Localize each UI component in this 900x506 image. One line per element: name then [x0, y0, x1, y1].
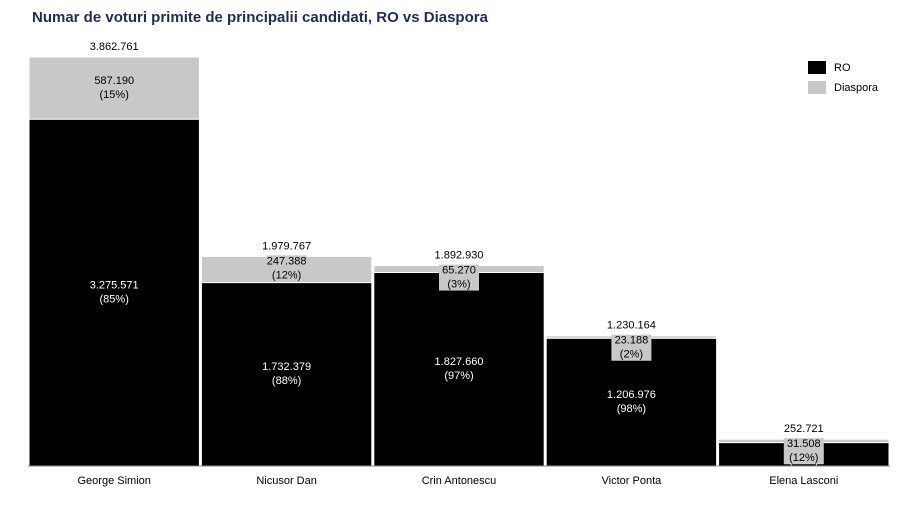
- legend-swatch: [808, 61, 826, 74]
- share-label: (15%): [100, 89, 129, 101]
- x-tick-label: George Simion: [78, 475, 151, 487]
- share-label: (98%): [617, 403, 646, 415]
- legend-swatch: [808, 81, 826, 94]
- total-label: 252.721: [784, 423, 824, 435]
- value-label: 1.732.379: [262, 361, 311, 373]
- share-label: (2%): [620, 349, 643, 361]
- value-label: 23.188: [615, 335, 649, 347]
- value-label: 31.508: [787, 438, 821, 450]
- label-box: [611, 334, 652, 361]
- value-label: 247.388: [267, 255, 307, 267]
- share-label: (12%): [272, 269, 301, 281]
- total-label: 3.862.761: [90, 41, 139, 53]
- chart-title: Numar de voturi primite de principalii c…: [32, 9, 489, 26]
- legend-label: RO: [834, 62, 851, 74]
- label-box: [266, 255, 307, 282]
- value-label: 3.275.571: [90, 279, 139, 291]
- label-box: [783, 438, 824, 465]
- value-label: 65.270: [442, 264, 476, 276]
- share-label: (12%): [789, 452, 818, 464]
- x-tick-label: Crin Antonescu: [422, 475, 497, 487]
- value-label: 587.190: [94, 75, 134, 87]
- x-tick-label: Victor Ponta: [602, 475, 663, 487]
- total-label: 1.979.767: [262, 240, 311, 252]
- share-label: (88%): [272, 375, 301, 387]
- legend-label: Diaspora: [834, 82, 879, 94]
- total-label: 1.892.930: [435, 249, 484, 261]
- bar-segment: [28, 56, 200, 120]
- share-label: (85%): [100, 293, 129, 305]
- total-label: 1.230.164: [607, 320, 656, 332]
- bar-segment: [28, 118, 200, 467]
- value-label: 1.206.976: [607, 389, 656, 401]
- x-tick-label: Elena Lasconi: [769, 475, 838, 487]
- value-label: 1.827.660: [435, 356, 484, 368]
- x-tick-label: Nicusor Dan: [256, 475, 317, 487]
- share-label: (97%): [444, 370, 473, 382]
- share-label: (3%): [447, 278, 470, 290]
- label-box: [439, 264, 479, 291]
